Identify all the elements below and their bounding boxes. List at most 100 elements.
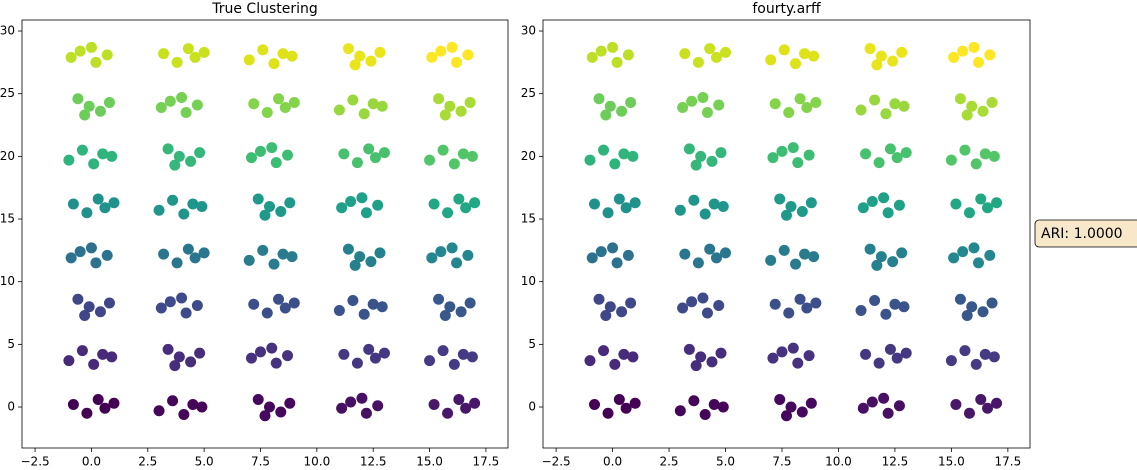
point bbox=[613, 193, 625, 205]
point bbox=[988, 351, 1000, 363]
point bbox=[991, 397, 1003, 409]
x-tick-label: 5.0 bbox=[716, 455, 735, 469]
point bbox=[286, 50, 298, 62]
point bbox=[453, 193, 465, 205]
point bbox=[259, 209, 271, 221]
x-tick-label: 7.5 bbox=[772, 455, 791, 469]
y-tick-label: 30 bbox=[521, 24, 536, 38]
point bbox=[99, 402, 111, 414]
point bbox=[699, 208, 711, 220]
point bbox=[365, 256, 377, 268]
point bbox=[957, 246, 969, 258]
point bbox=[805, 197, 817, 209]
point bbox=[457, 148, 469, 160]
point bbox=[869, 294, 881, 306]
point bbox=[97, 148, 109, 160]
point bbox=[794, 93, 806, 105]
point bbox=[356, 192, 368, 204]
point bbox=[618, 348, 630, 360]
point bbox=[710, 51, 722, 63]
point bbox=[153, 204, 165, 216]
point bbox=[446, 242, 458, 254]
point bbox=[961, 109, 973, 121]
point bbox=[970, 158, 982, 170]
point bbox=[264, 200, 276, 212]
point bbox=[701, 307, 713, 319]
point bbox=[715, 347, 727, 359]
x-tick-label: 15.0 bbox=[938, 455, 965, 469]
point bbox=[625, 96, 637, 108]
point bbox=[715, 147, 727, 159]
x-tick-label: 10.0 bbox=[825, 455, 852, 469]
point bbox=[187, 198, 199, 210]
point bbox=[607, 41, 619, 53]
point bbox=[288, 96, 300, 108]
point bbox=[790, 58, 802, 70]
point bbox=[252, 193, 264, 205]
point bbox=[171, 257, 183, 269]
point bbox=[677, 101, 689, 113]
point bbox=[866, 396, 878, 408]
point bbox=[338, 148, 350, 160]
y-tick-label: 0 bbox=[7, 400, 15, 414]
point bbox=[586, 51, 598, 63]
point bbox=[88, 158, 100, 170]
point bbox=[180, 307, 192, 319]
point bbox=[345, 396, 357, 408]
point bbox=[717, 200, 729, 212]
point bbox=[99, 202, 111, 214]
point bbox=[898, 100, 910, 112]
point bbox=[710, 252, 722, 264]
point bbox=[462, 249, 474, 261]
point bbox=[679, 248, 691, 260]
point bbox=[106, 351, 118, 363]
point bbox=[284, 397, 296, 409]
point bbox=[106, 150, 118, 162]
point bbox=[67, 198, 79, 210]
point bbox=[970, 358, 982, 370]
x-tick-label: −2.5 bbox=[542, 455, 571, 469]
point bbox=[270, 157, 282, 169]
y-tick-label: 15 bbox=[0, 212, 15, 226]
point bbox=[954, 293, 966, 305]
point bbox=[185, 356, 197, 368]
point bbox=[799, 48, 811, 60]
point bbox=[349, 59, 361, 71]
point bbox=[433, 293, 445, 305]
point bbox=[778, 244, 790, 256]
point bbox=[374, 46, 386, 58]
point bbox=[891, 152, 903, 164]
point bbox=[342, 43, 354, 55]
point bbox=[460, 202, 472, 214]
point bbox=[607, 242, 619, 254]
point bbox=[900, 347, 912, 359]
x-tick-label: 2.5 bbox=[138, 455, 157, 469]
point bbox=[991, 197, 1003, 209]
point bbox=[769, 98, 781, 110]
point bbox=[720, 46, 732, 58]
point bbox=[279, 302, 291, 314]
point bbox=[618, 148, 630, 160]
point bbox=[695, 150, 707, 162]
point bbox=[611, 257, 623, 269]
point bbox=[857, 202, 869, 214]
point bbox=[378, 347, 390, 359]
point bbox=[674, 204, 686, 216]
point bbox=[708, 399, 720, 411]
y-tick-label: 5 bbox=[528, 337, 536, 351]
point bbox=[466, 351, 478, 363]
point bbox=[358, 308, 370, 320]
point bbox=[464, 297, 476, 309]
point bbox=[65, 252, 77, 264]
point bbox=[171, 56, 183, 68]
y-tick-label: 25 bbox=[0, 86, 15, 100]
point bbox=[982, 202, 994, 214]
point bbox=[979, 348, 991, 360]
point bbox=[103, 297, 115, 309]
point bbox=[878, 192, 890, 204]
point bbox=[871, 59, 883, 71]
point bbox=[875, 251, 887, 263]
x-tick-label: 15.0 bbox=[416, 455, 443, 469]
point bbox=[169, 159, 181, 171]
point bbox=[896, 247, 908, 259]
